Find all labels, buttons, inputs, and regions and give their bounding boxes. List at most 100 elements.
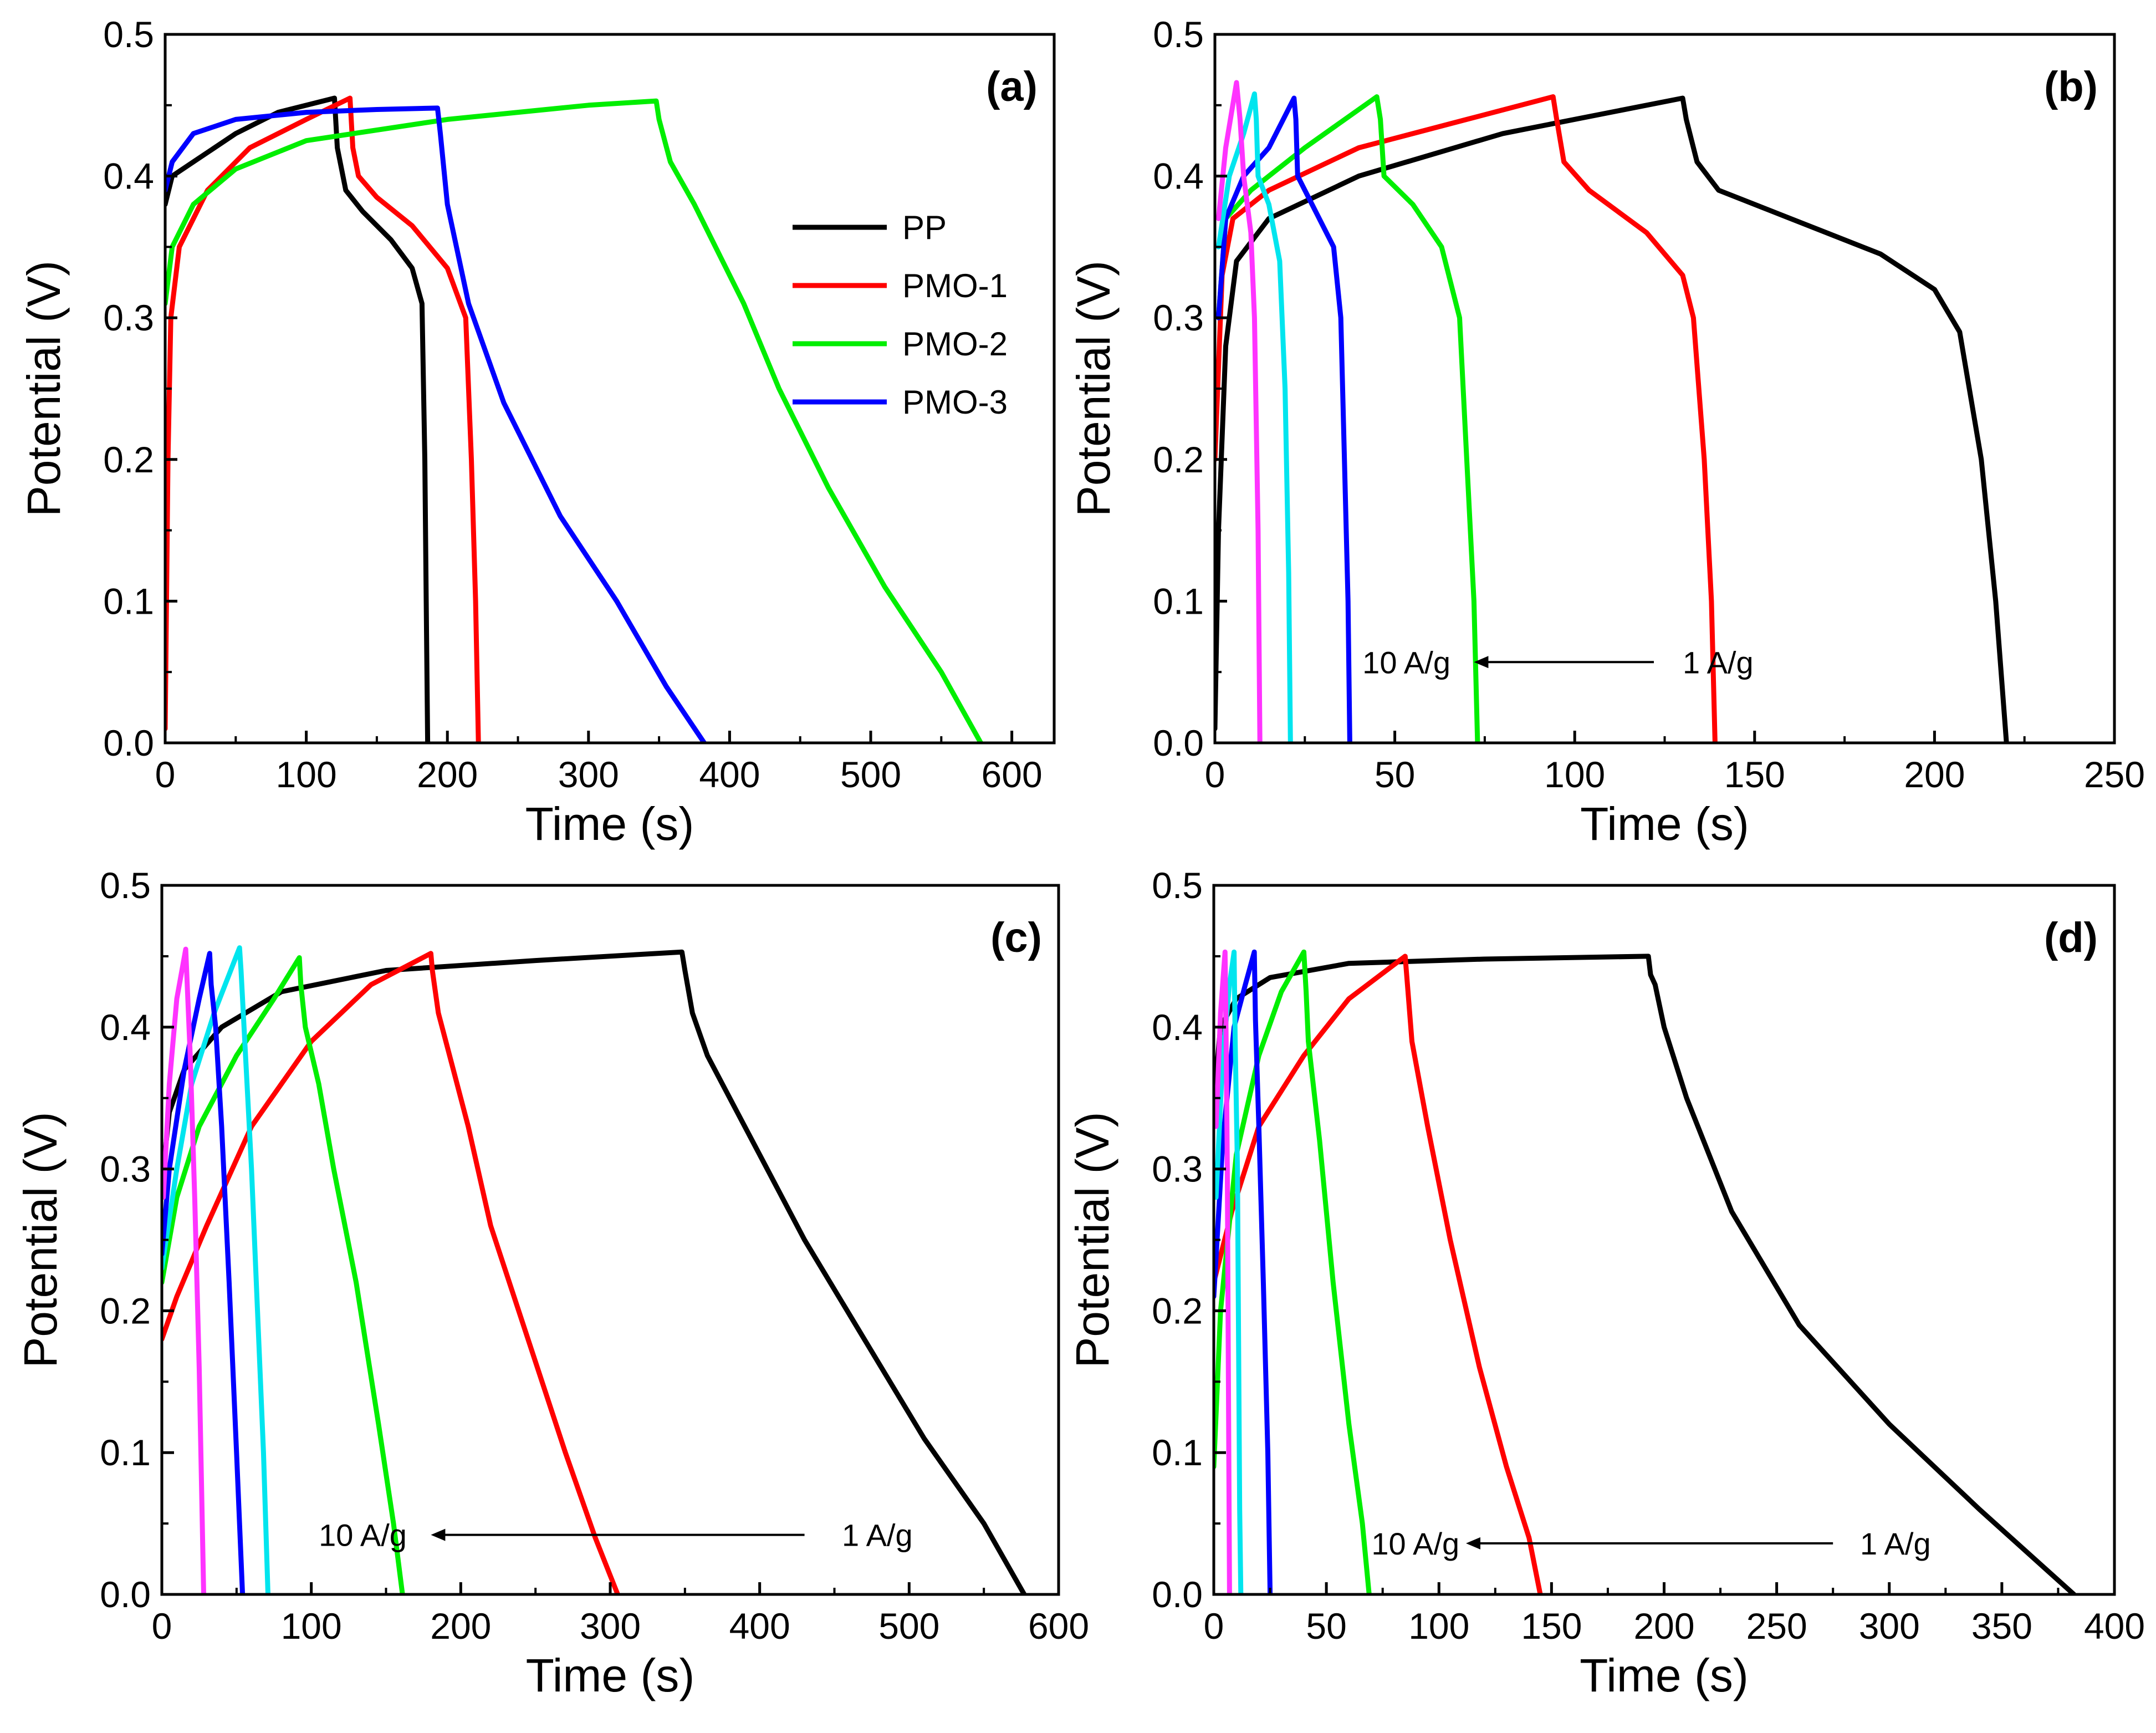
series-line-10-a-g: [1216, 80, 1263, 743]
annotation-label: 1 A/g: [842, 1518, 913, 1553]
y-tick-label: 0.0: [1152, 1574, 1203, 1615]
y-tick-label: 0.3: [103, 297, 154, 338]
series-line-10-a-g: [162, 946, 206, 1594]
y-tick-label: 0.0: [100, 1574, 151, 1615]
x-tick-label: 350: [1971, 1605, 2032, 1647]
y-tick-label: 0.5: [103, 14, 154, 55]
series-line-pmo-1: [165, 95, 481, 743]
panel-b: 0 50 100 150 200 250 0.0 0.1 0.2 0.3 0.4 0.5 Time (s…: [1067, 14, 2145, 850]
panel-label: (c): [990, 914, 1042, 961]
x-tick-label: 0: [152, 1605, 172, 1647]
y-tick-label: 0.2: [103, 439, 154, 480]
y-axis-title: Potential (V): [1067, 261, 1120, 517]
series-line-2-a-g: [1214, 954, 1543, 1594]
arrow-head-icon: [1474, 656, 1489, 669]
annotation-label: 1 A/g: [1683, 645, 1754, 680]
panel-d: 0 50 100 150 200 250 300 350 400 0.0 0.1 0.2 0.3 0.4 0…: [1066, 865, 2145, 1701]
x-tick-label: 600: [982, 754, 1043, 795]
series-line-2-a-g: [1215, 94, 1718, 743]
series-line-4-a-g: [162, 955, 405, 1594]
series-line-8-a-g: [162, 951, 246, 1594]
x-tick-label: 250: [1746, 1605, 1807, 1647]
x-tick-label: 0: [155, 754, 176, 795]
y-tick-label: 0.3: [100, 1149, 151, 1190]
y-tick-label: 0.1: [103, 580, 154, 621]
x-tick-label: 200: [430, 1605, 491, 1647]
y-tick-label: 0.4: [103, 156, 154, 197]
x-axis-title: Time (s): [525, 798, 694, 850]
y-tick-label: 0.4: [100, 1007, 151, 1048]
x-tick-label: 150: [1724, 754, 1785, 795]
panel-a: 0 100 200 300 400 500 600 0.0 0.1 0.2 0.3 0.4 0.5 Tim…: [18, 14, 1056, 850]
y-tick-label: 0.5: [1153, 14, 1204, 55]
arrow-head-icon: [1466, 1537, 1480, 1549]
x-axis-title: Time (s): [526, 1649, 695, 1701]
y-tick-label: 0.2: [100, 1290, 151, 1331]
y-tick-label: 0.5: [1152, 865, 1203, 906]
x-tick-label: 100: [281, 1605, 342, 1647]
annotation-label: 1 A/g: [1860, 1526, 1931, 1561]
annotation-label: 10 A/g: [1362, 645, 1450, 680]
annotation-label: 10 A/g: [1371, 1526, 1459, 1561]
x-tick-label: 400: [699, 754, 760, 795]
series-line-10-a-g: [1214, 949, 1232, 1594]
x-tick-label: 100: [1544, 754, 1605, 795]
series-line-1-a-g: [1215, 95, 2009, 743]
legend-label: PMO-3: [902, 384, 1008, 421]
x-tick-label: 0: [1205, 754, 1225, 795]
x-tick-label: 150: [1521, 1605, 1582, 1647]
series-line-8-a-g: [1216, 91, 1293, 743]
y-tick-label: 0.3: [1153, 297, 1204, 338]
series-line-6-a-g: [162, 945, 270, 1594]
y-tick-label: 0.0: [103, 722, 154, 763]
y-tick-label: 0.1: [1153, 580, 1204, 621]
y-axis-title: Potential (V): [14, 1112, 67, 1368]
plot-frame: [160, 884, 1060, 1596]
x-tick-label: 400: [729, 1605, 790, 1647]
y-tick-label: 0.2: [1153, 439, 1204, 480]
y-axis-title: Potential (V): [1066, 1112, 1118, 1368]
x-tick-label: 500: [878, 1605, 939, 1647]
y-tick-label: 0.4: [1153, 156, 1204, 197]
y-tick-label: 0.0: [1153, 722, 1204, 763]
x-tick-label: 100: [1408, 1605, 1469, 1647]
y-tick-label: 0.4: [1152, 1007, 1203, 1048]
series-line-pp: [165, 95, 431, 743]
legend-label: PMO-1: [902, 267, 1008, 304]
x-tick-label: 200: [417, 754, 478, 795]
legend-label: PP: [902, 209, 947, 246]
arrow-head-icon: [431, 1528, 446, 1541]
x-tick-label: 200: [1633, 1605, 1694, 1647]
x-tick-label: 250: [2084, 754, 2145, 795]
x-tick-label: 50: [1306, 1605, 1346, 1647]
y-tick-label: 0.1: [100, 1432, 151, 1473]
series-line-pmo-3: [165, 105, 707, 743]
annotation-label: 10 A/g: [319, 1518, 407, 1553]
series-line-1-a-g: [1214, 954, 2077, 1594]
x-tick-label: 500: [840, 754, 901, 795]
x-tick-label: 400: [2084, 1605, 2145, 1647]
legend: PP PMO-1 PMO-2 PMO-3: [793, 209, 1008, 421]
y-tick-label: 0.3: [1152, 1149, 1203, 1190]
panel-label: (d): [2044, 914, 2098, 961]
panel-c: 0 100 200 300 400 500 600 0.0 0.1 0.2 0.3 0.4 0.5 Tim…: [14, 865, 1089, 1701]
series-line-4-a-g: [1216, 94, 1480, 743]
series-line-2-a-g: [162, 951, 620, 1594]
x-tick-label: 300: [1859, 1605, 1920, 1647]
x-axis-title: Time (s): [1580, 1649, 1749, 1701]
x-axis-title: Time (s): [1580, 798, 1749, 850]
x-tick-label: 0: [1204, 1605, 1224, 1647]
panel-label: (a): [986, 63, 1038, 110]
x-tick-label: 300: [580, 1605, 641, 1647]
panel-label: (b): [2044, 63, 2098, 110]
x-tick-label: 200: [1904, 754, 1965, 795]
x-tick-label: 100: [276, 754, 337, 795]
plot-frame: [1212, 884, 2116, 1596]
y-tick-label: 0.2: [1152, 1290, 1203, 1331]
x-tick-label: 300: [558, 754, 619, 795]
y-tick-label: 0.5: [100, 865, 151, 906]
y-axis-title: Potential (V): [18, 261, 70, 517]
y-tick-label: 0.1: [1152, 1432, 1203, 1473]
legend-label: PMO-2: [902, 325, 1008, 363]
